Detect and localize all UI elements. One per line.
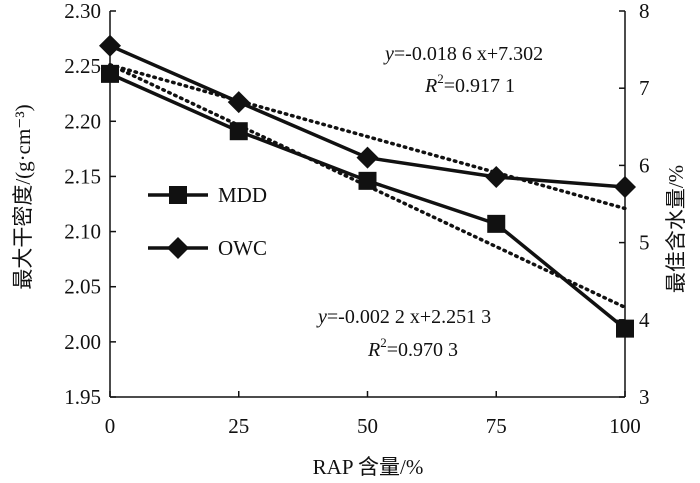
x-tick-label: 0 [105,414,116,438]
x-axis-title: RAP 含量/% [313,455,424,479]
y-left-tick-label: 2.25 [64,54,101,78]
y-left-tick-label: 1.95 [64,385,101,409]
mdd-r2-value: =0.970 3 [387,339,458,361]
y-left-tick-label: 2.30 [64,0,101,23]
mdd-r2-label: R [367,339,380,361]
y-right-tick-label: 4 [639,308,650,332]
series [99,34,636,338]
legend-owc-label: OWC [218,236,267,260]
mdd-equation: y=-0.002 2 x+2.251 3 R2=0.970 3 [316,306,491,361]
mdd-point [616,319,634,338]
y-right-tick-label: 5 [639,231,650,255]
x-tick-label: 50 [357,414,378,438]
owc-r2-line: R2=0.917 1 [424,71,515,97]
mdd-line [109,72,627,330]
mdd-equation-line: y=-0.002 2 x+2.251 3 [316,306,491,328]
mdd-r2-line: R2=0.970 3 [367,335,458,361]
owc-point [614,176,636,199]
legend-mdd-marker [169,186,187,204]
y-right-tick-label: 7 [639,76,650,100]
x-tick-label: 100 [609,414,641,438]
legend-mdd-label: MDD [218,183,267,207]
mdd-point [101,64,119,83]
x-tick-label: 75 [486,414,507,438]
mdd-r2-sup: 2 [380,335,387,350]
y-right-tick-label: 8 [639,0,650,23]
y-left-tick-label: 2.05 [64,275,101,299]
owc-equation: y=-0.018 6 x+7.302 R2=0.917 1 [383,43,543,97]
owc-eq-lhs: y [383,43,394,65]
y-left-tick-label: 2.20 [64,109,101,133]
owc-r2-label: R [424,75,437,97]
y-left-tick-label: 2.10 [64,220,101,244]
owc-point [227,91,250,114]
y-right-tick-label: 6 [639,153,650,177]
y-axis-right-title: 最佳含水量/% [664,165,688,293]
owc-point [356,146,379,169]
owc-point [99,34,121,57]
mdd-eq-lhs: y [316,306,327,328]
legend: MDD OWC [148,183,267,260]
owc-equation-line: y=-0.018 6 x+7.302 [383,43,543,65]
legend-owc-marker [167,237,189,259]
owc-trend-line [108,63,627,211]
owc-eq-rhs: =-0.018 6 x+7.302 [394,43,543,65]
y-axis-left-title: 最大干密度/(g·cm⁻³) [11,104,35,289]
mdd-point [358,171,377,190]
axes: 1.95 2.00 2.05 2.10 2.15 2.20 2.25 2.30 3 4 5 6 7 8 0 2… [64,0,650,438]
y-left-tick-label: 2.15 [64,164,101,188]
y-right-tick-label: 3 [639,385,650,409]
mdd-eq-rhs: =-0.002 2 x+2.251 3 [327,306,491,328]
mdd-point [229,122,248,141]
mdd-point [487,214,506,233]
y-left-tick-label: 2.00 [64,330,101,354]
x-tick-label: 25 [228,414,249,438]
owc-r2-sup: 2 [437,71,444,86]
owc-r2-value: =0.917 1 [444,75,515,97]
owc-point [485,165,508,188]
